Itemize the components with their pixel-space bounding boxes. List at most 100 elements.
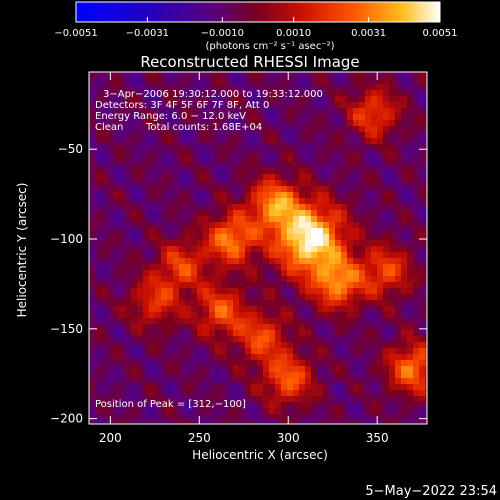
heatmap-cell [131,312,138,319]
heatmap-cell [329,72,336,79]
heatmap-cell [215,402,222,409]
heatmap-cell [317,264,324,271]
heatmap-cell [143,294,150,301]
heatmap-cell [257,318,264,325]
heatmap-cell [95,330,102,337]
heatmap-cell [395,372,402,379]
heatmap-cell [89,186,96,193]
heatmap-cell [323,126,330,133]
heatmap-cell [257,306,264,313]
heatmap-cell [341,96,348,103]
heatmap-cell [251,312,258,319]
heatmap-cell [179,138,186,145]
heatmap-cell [227,420,234,424]
heatmap-cell [383,204,390,211]
heatmap-cell [203,192,210,199]
heatmap-cell [131,300,138,307]
heatmap-cell [287,84,294,91]
heatmap-cell [359,216,366,223]
heatmap-cell [419,408,426,415]
heatmap-cell [329,384,336,391]
heatmap-cell [347,126,354,133]
heatmap-cell [311,372,318,379]
heatmap-cell [329,240,336,247]
heatmap-cell [227,324,234,331]
heatmap-cell [425,78,427,85]
heatmap-cell [263,240,270,247]
heatmap-cell [89,120,96,127]
heatmap-cell [383,354,390,361]
heatmap-cell [413,144,420,151]
heatmap-cell [389,198,396,205]
heatmap-cell [89,390,96,397]
heatmap-cell [227,318,234,325]
heatmap-cell [269,270,276,277]
heatmap-cell [419,78,426,85]
heatmap-cell [221,216,228,223]
heatmap-cell [377,354,384,361]
heatmap-cell [203,264,210,271]
heatmap-cell [95,342,102,349]
heatmap-cell [347,228,354,235]
heatmap-cell [113,306,120,313]
heatmap-cell [425,210,427,217]
heatmap-cell [137,342,144,349]
heatmap-cell [221,228,228,235]
heatmap-cell [89,204,96,211]
heatmap-cell [251,78,258,85]
heatmap-cell [245,414,252,421]
heatmap-cell [209,408,216,415]
heatmap-cell [281,408,288,415]
heatmap-cell [221,90,228,97]
heatmap-cell [245,210,252,217]
heatmap-cell [221,324,228,331]
heatmap-cell [95,288,102,295]
heatmap-cell [143,216,150,223]
heatmap-cell [425,372,427,379]
heatmap-cell [365,342,372,349]
heatmap-cell [239,384,246,391]
heatmap-cell [137,108,144,115]
heatmap-cell [149,294,156,301]
heatmap-cell [305,354,312,361]
heatmap-cell [245,216,252,223]
heatmap-cell [221,222,228,229]
heatmap-cell [149,252,156,259]
heatmap-cell [245,150,252,157]
heatmap-cell [149,336,156,343]
heatmap-cell [245,192,252,199]
heatmap-cell [209,192,216,199]
heatmap-cell [161,378,168,385]
heatmap-cell [245,270,252,277]
heatmap-cell [185,318,192,325]
heatmap-cell [293,198,300,205]
heatmap-cell [335,186,342,193]
heatmap-cell [137,378,144,385]
heatmap-cell [353,384,360,391]
heatmap-cell [197,204,204,211]
heatmap-cell [311,276,318,283]
heatmap-cell [347,414,354,421]
heatmap-cell [155,408,162,415]
heatmap-cell [383,150,390,157]
heatmap-cell [395,132,402,139]
heatmap-cell [317,390,324,397]
heatmap-cell [185,306,192,313]
heatmap-cell [377,198,384,205]
heatmap-cell [389,318,396,325]
heatmap-cell [143,126,150,133]
heatmap-cell [329,96,336,103]
heatmap-cell [251,234,258,241]
heatmap-cell [287,90,294,97]
heatmap-cell [353,294,360,301]
heatmap-cell [263,276,270,283]
heatmap-cell [395,90,402,97]
annotation-detectors: Detectors: 3F 4F 5F 6F 7F 8F, Att 0 [95,100,269,111]
heatmap-cell [143,78,150,85]
heatmap-cell [233,372,240,379]
heatmap-cell [395,120,402,127]
heatmap-cell [131,354,138,361]
heatmap-cell [383,366,390,373]
heatmap-cell [383,372,390,379]
heatmap-cell [389,144,396,151]
